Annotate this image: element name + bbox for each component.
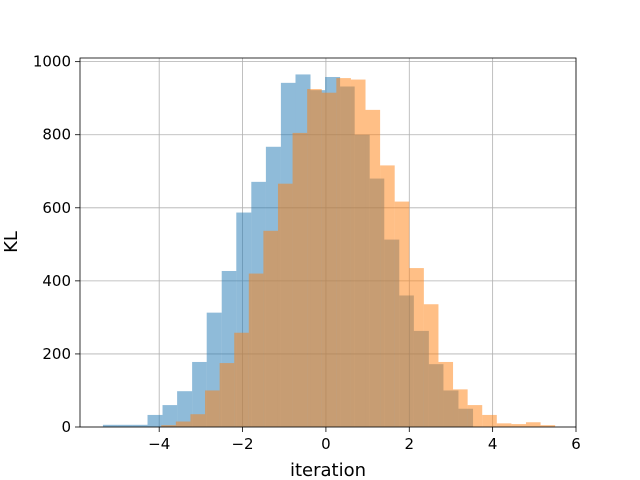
x-tick-label: 2 <box>405 435 415 453</box>
bar-series-2 <box>205 390 220 427</box>
bar-series-1 <box>132 424 148 427</box>
x-axis-ticks: −4 −2 0 2 4 6 <box>148 427 581 453</box>
bar-series-2 <box>423 304 439 427</box>
x-tick-label: 0 <box>321 435 331 453</box>
bar-series-2 <box>409 268 424 427</box>
bar-series-2 <box>453 389 468 427</box>
x-axis-label: iteration <box>290 460 366 480</box>
bar-series-2 <box>190 414 206 427</box>
bar-series-1 <box>192 361 207 427</box>
y-tick-label: 200 <box>42 345 71 363</box>
bar-series-2 <box>161 425 176 427</box>
bar-series-2 <box>277 183 293 427</box>
bar-series-2 <box>525 422 541 427</box>
bar-series-2 <box>219 363 235 427</box>
bar-series-2 <box>350 79 366 427</box>
bar-series-1 <box>162 405 178 427</box>
bar-series-1 <box>117 424 133 427</box>
bar-series-2 <box>511 424 526 427</box>
bar-series-2 <box>394 201 410 427</box>
bar-series-2 <box>438 361 454 427</box>
bar-series-2 <box>175 421 191 427</box>
y-tick-label: 600 <box>42 199 71 217</box>
bar-series-2 <box>292 132 308 427</box>
bar-series-2 <box>496 423 512 427</box>
y-tick-label: 400 <box>42 272 71 290</box>
y-axis-label: KL <box>1 231 22 253</box>
bar-series-1 <box>102 424 118 427</box>
bar-series-2 <box>467 405 483 427</box>
bar-series-2 <box>263 230 278 427</box>
bar-series-2 <box>380 165 395 428</box>
x-tick-label: 4 <box>488 435 498 453</box>
bar-series-2 <box>321 92 337 428</box>
bar-series-2 <box>307 89 322 428</box>
x-tick-label: −2 <box>231 435 253 453</box>
bar-series-2 <box>482 414 497 427</box>
x-tick-label: −4 <box>148 435 170 453</box>
y-tick-label: 0 <box>61 418 71 436</box>
x-tick-label: 6 <box>571 435 581 453</box>
bar-series-2 <box>234 332 249 427</box>
bar-series-1 <box>177 391 193 427</box>
y-tick-label: 800 <box>42 126 71 144</box>
bar-series-1 <box>147 414 163 427</box>
bar-series-2 <box>540 425 556 427</box>
y-axis-ticks: 0 200 400 600 800 1000 <box>33 53 80 436</box>
bar-series-2 <box>365 109 381 427</box>
bar-series-2 <box>336 78 351 428</box>
plot-frame <box>79 57 577 428</box>
y-tick-label: 1000 <box>33 53 71 71</box>
bar-series-2 <box>248 273 264 427</box>
histogram-bars <box>102 74 556 428</box>
